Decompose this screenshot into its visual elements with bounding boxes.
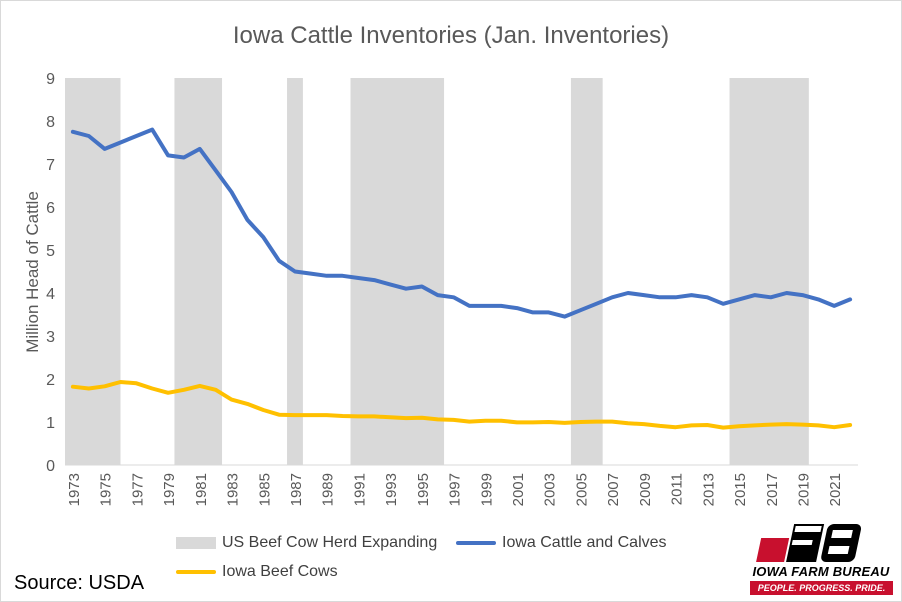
x-tick-label: 1987 [288, 473, 305, 506]
x-tick-label: 1997 [447, 473, 464, 506]
x-tick-label: 1975 [98, 473, 115, 506]
y-tick-label: 9 [46, 71, 55, 88]
x-tick-label: 1985 [256, 473, 273, 506]
x-tick-label: 1977 [129, 473, 146, 506]
legend-swatch-beef-cows [176, 570, 216, 574]
y-tick-label: 0 [46, 458, 55, 475]
y-tick-label: 3 [46, 329, 55, 346]
legend-item-beef-cows: Iowa Beef Cows [176, 563, 338, 581]
legend-label-cattle-calves: Iowa Cattle and Calves [502, 534, 667, 551]
x-tick-label: 1973 [66, 473, 83, 506]
shaded-period [174, 78, 223, 465]
y-axis-label: Million Head of Cattle [23, 191, 42, 353]
x-tick-label: 1993 [383, 473, 400, 506]
x-tick-label: 2007 [605, 473, 622, 506]
x-tick-label: 1991 [351, 473, 368, 506]
legend-item-cattle-calves: Iowa Cattle and Calves [456, 534, 667, 552]
source-note: Source: USDA [14, 572, 145, 594]
x-tick-label: 1999 [478, 473, 495, 506]
logo-tagline: PEOPLE. PROGRESS. PRIDE. [750, 581, 893, 595]
y-tick-label: 8 [46, 114, 55, 131]
series-line-beef-cows [70, 380, 853, 430]
x-tick-label: 1979 [161, 473, 178, 506]
x-tick-label: 2017 [764, 473, 781, 506]
x-tick-label: 1995 [415, 473, 432, 506]
y-tick-label: 6 [46, 200, 55, 217]
x-tick-label: 2011 [669, 473, 686, 505]
x-tick-label: 2003 [542, 473, 559, 506]
farm-bureau-logo [756, 524, 862, 562]
x-tick-label: 2015 [732, 473, 749, 506]
chart-title: Iowa Cattle Inventories (Jan. Inventorie… [232, 22, 670, 49]
legend-label-shading: US Beef Cow Herd Expanding [222, 534, 438, 551]
y-tick-label: 1 [46, 415, 55, 432]
logo-text: IOWA FARM BUREAU [752, 564, 890, 579]
legend-swatch-shading [176, 537, 216, 549]
y-tick-label: 5 [46, 243, 55, 260]
shaded-period [729, 78, 809, 465]
x-tick-label: 2013 [700, 473, 717, 506]
shaded-period [65, 78, 121, 465]
x-tick-label: 2021 [827, 473, 844, 506]
x-tick-label: 2019 [795, 473, 812, 506]
legend-item-shading: US Beef Cow Herd Expanding [176, 534, 437, 552]
x-tick-label: 1989 [320, 473, 337, 506]
x-tick-label: 2001 [510, 473, 527, 506]
legend-swatch-cattle-calves [456, 541, 496, 545]
legend-label-beef-cows: Iowa Beef Cows [222, 563, 338, 580]
x-tick-label: 1983 [225, 473, 242, 506]
x-tick-label: 1981 [193, 473, 210, 506]
shaded-period [350, 78, 445, 465]
shaded-period [570, 78, 603, 465]
x-tick-label: 2005 [573, 473, 590, 506]
y-tick-label: 4 [46, 286, 55, 303]
series-line-cattle-calves [70, 127, 853, 319]
y-tick-label: 2 [46, 372, 55, 389]
x-tick-label: 2009 [637, 473, 654, 506]
y-tick-label: 7 [46, 157, 55, 174]
